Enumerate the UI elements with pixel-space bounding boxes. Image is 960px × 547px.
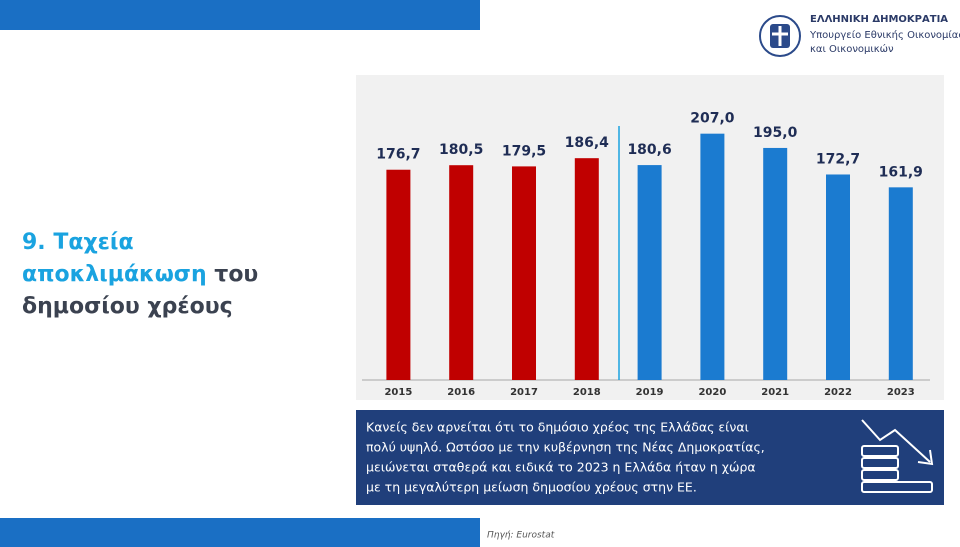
x-tick-label: 2021	[761, 387, 789, 398]
org-name: ΕΛΛΗΝΙΚΗ ΔΗΜΟΚΡΑΤΙΑ	[810, 14, 948, 25]
ministry-line: και Οικονομικών	[810, 43, 894, 55]
bar	[637, 165, 662, 380]
value-label: 195,0	[753, 125, 798, 141]
note-line: Κανείς δεν αρνείται ότι το δημόσιο χρέος…	[366, 420, 749, 435]
value-label: 180,6	[627, 142, 671, 158]
value-label: 186,4	[565, 135, 610, 151]
note-line: μειώνεται σταθερά και ειδικά το 2023 η Ε…	[366, 460, 756, 475]
heading-part: 9. Ταχεία	[22, 230, 134, 255]
heading-part: αποκλιμάκωση	[22, 262, 207, 287]
bar	[763, 147, 788, 380]
note-line: πολύ υψηλό. Ωστόσο με την κυβέρνηση της …	[366, 440, 765, 455]
ministry-line: Υπουργείο Εθνικής Οικονομίας	[809, 29, 960, 41]
value-label: 179,5	[502, 143, 546, 159]
heading-part: του	[214, 262, 258, 287]
x-tick-label: 2017	[510, 387, 538, 398]
x-tick-label: 2018	[573, 387, 601, 398]
note-line: με τη μεγαλύτερη μείωση δημοσίου χρέους …	[366, 480, 697, 495]
heading-line: αποκλιμάκωση του	[22, 262, 258, 287]
emblem	[759, 15, 801, 57]
x-tick-label: 2016	[447, 387, 475, 398]
value-label: 172,7	[816, 151, 860, 167]
x-tick-label: 2022	[824, 387, 852, 398]
note-box	[356, 410, 944, 505]
top-band	[0, 0, 480, 30]
bar	[512, 166, 536, 380]
value-label: 207,0	[690, 111, 735, 127]
x-tick-label: 2019	[636, 387, 664, 398]
value-label: 176,7	[376, 147, 420, 163]
x-tick-label: 2020	[698, 387, 726, 398]
debt-icon	[861, 419, 934, 493]
heading-line: δημοσίου χρέους	[22, 294, 233, 319]
bottom-band	[0, 518, 480, 547]
x-tick-label: 2015	[384, 387, 412, 398]
bar	[386, 169, 411, 380]
bar	[888, 187, 913, 380]
value-label: 161,9	[879, 164, 923, 180]
x-tick-label: 2023	[887, 387, 915, 398]
value-label: 180,5	[439, 142, 483, 158]
heading-part: δημοσίου χρέους	[22, 294, 233, 319]
bar	[574, 158, 599, 380]
bar	[826, 174, 850, 380]
bar	[449, 165, 474, 380]
source: Πηγή: Eurostat	[487, 531, 555, 541]
bar	[700, 133, 725, 380]
heading-line: 9. Ταχεία	[22, 230, 134, 255]
